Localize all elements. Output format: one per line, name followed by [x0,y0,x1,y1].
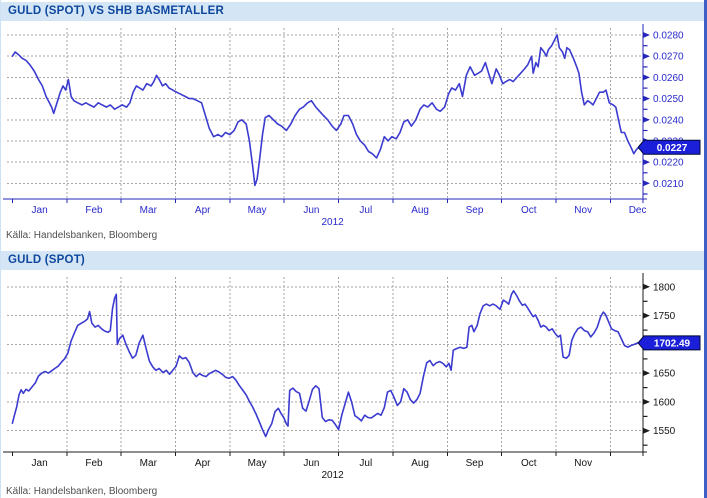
month-label: Sep [466,205,484,216]
chart-panel-ratio: GULD (SPOT) VS SHB BASMETALLER Jan Feb Mar… [1,2,704,242]
month-label: Jun [303,458,319,469]
y-axis-minor-tick [643,108,648,110]
y-axis-minor-tick [643,387,648,389]
y-axis-label: 0.0210 [653,179,684,190]
month-label: Aug [411,458,429,469]
month-label: Nov [574,458,592,469]
y-axis-minor-tick [643,444,648,446]
y-axis-minor-tick [643,193,648,195]
source-note: Källa: Handelsbanken, Bloomberg [6,486,158,497]
month-label: Jan [32,458,48,469]
y-axis-minor-tick [643,129,648,132]
y-axis-label: 1650 [653,369,676,380]
source-note: Källa: Handelsbanken, Bloomberg [6,230,158,241]
year-label: 2012 [321,470,344,481]
month-label: Apr [195,458,211,469]
chart-panel-gold: GULD (SPOT) Jan Feb Mar Apr May Jun Jul Aug Sep O… [1,251,704,498]
y-axis-label: 1600 [653,397,676,408]
last-value-badge [637,139,701,155]
y-axis-tick [643,370,650,377]
last-value-badge [637,335,701,351]
y-axis-tick [643,32,650,38]
y-axis-minor-tick [643,87,648,89]
y-axis-tick [643,180,650,187]
month-label: May [248,458,267,469]
last-value-badge-label: 0.0227 [657,143,688,154]
ratio-line-chart: Jan Feb Mar Apr May Jun Jul Aug Sep Oct Nov Dec 2012… [3,24,701,228]
series-line [11,34,641,187]
month-label: Oct [521,205,537,216]
y-axis-label: 0.0280 [653,31,684,42]
y-axis-minor-tick [643,45,648,47]
y-axis-label: 0.0240 [653,115,684,126]
month-label: Jun [303,205,319,216]
gold-line-chart: Jan Feb Mar Apr May Jun Jul Aug Sep Oct Nov 2012 155… [3,273,701,481]
chart-title-bar: GULD (SPOT) [1,251,704,270]
y-axis-minor-tick [643,358,648,360]
month-label: Feb [85,205,103,216]
last-value-badge-label: 1702.49 [654,338,691,349]
month-label: Jul [359,458,372,469]
month-label: Aug [411,205,429,216]
y-axis-label: 0.0270 [653,52,684,63]
chart-title: GULD (SPOT) [8,254,85,266]
month-label: Jul [359,205,372,216]
y-axis-tick [643,159,650,166]
y-axis-tick [643,398,650,405]
month-label: Sep [466,458,484,469]
y-axis-minor-tick [643,329,648,331]
y-axis-tick [643,427,650,434]
y-axis-label: 1800 [653,282,676,293]
month-label: Apr [195,205,211,216]
y-axis-tick [643,74,650,81]
y-axis-minor-tick [643,300,648,302]
y-axis-tick [643,116,650,123]
series-line [11,289,639,438]
y-axis-minor-tick [643,415,648,417]
y-axis-label: 0.0250 [653,94,684,105]
month-label: Jan [32,205,48,216]
month-label: May [248,205,267,216]
year-label: 2012 [321,217,344,228]
y-axis-tick [643,312,650,319]
month-label: Feb [85,458,103,469]
month-label: Nov [574,205,592,216]
chart-title: GULD (SPOT) VS SHB BASMETALLER [8,5,224,17]
y-axis-label: 1750 [653,311,676,322]
month-label: Oct [521,458,537,469]
y-axis-tick [643,95,650,102]
y-axis-label: 0.0220 [653,158,684,169]
month-label: Dec [629,205,647,216]
chart-title-bar: GULD (SPOT) VS SHB BASMETALLER [1,2,704,21]
y-axis-minor-tick [643,172,648,174]
month-label: Mar [140,458,158,469]
month-label: Mar [140,205,158,216]
y-axis-minor-tick [643,66,648,68]
y-axis-label: 0.0260 [653,73,684,84]
y-axis-tick [643,283,650,290]
y-axis-tick [643,53,650,60]
y-axis-label: 1550 [653,426,676,437]
